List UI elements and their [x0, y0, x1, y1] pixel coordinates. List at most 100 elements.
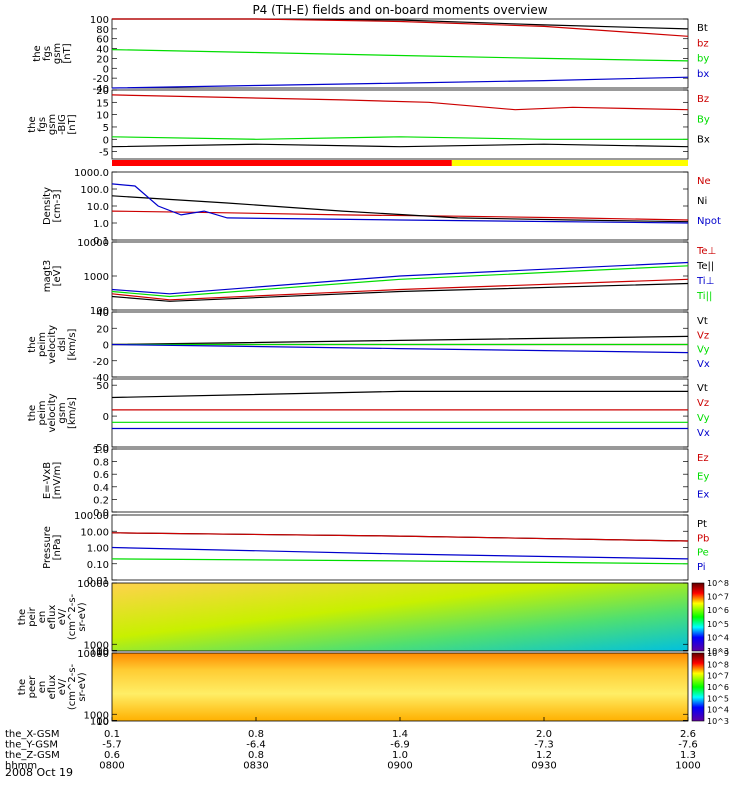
spectrogram-electron-spectrogram [112, 653, 688, 721]
colorbar-tick-label: 10^5 [707, 694, 729, 703]
y-tick-label: 1000 [84, 640, 109, 651]
legend-entry: by [697, 54, 709, 65]
x-tick-label: 1.4 [392, 729, 408, 740]
x-tick-label: 2.0 [536, 729, 552, 740]
colorbar-tick-label: 10^7 [707, 672, 729, 681]
y-tick-label: 1000 [84, 272, 109, 283]
y-axis-label: magt3[eV] [42, 260, 63, 293]
legend-entry: Ne [697, 176, 711, 187]
colorbar-tick-label: 10^4 [707, 706, 729, 715]
legend-entry: Vy [697, 413, 710, 424]
panel-efield: 0.0 0.20.4 0.60.8 1.0 E=-VxB[mV/m] Ez Ey Ex [42, 445, 709, 519]
legend-entry: Vz [697, 330, 709, 341]
y-tick-label: -20 [93, 357, 109, 368]
x-tick-label: 0800 [99, 761, 124, 772]
x-tick-label: 0830 [243, 761, 268, 772]
panel-velocity-gsm: -50 0 50 thepeimvelocitygsm[km/s] Vt Vz Vy Vx [27, 378, 710, 454]
legend-entry: Bt [697, 23, 708, 34]
y-tick-label: -40 [93, 84, 109, 95]
y-tick-label: 10 [96, 717, 109, 728]
panel-velocity-dsl: -40 -20 0 20 40 thepeimvelocitydsl[km/s] Vt Vz V… [27, 308, 710, 384]
x-tick-label: 0.1 [104, 729, 120, 740]
series-line-Ni [111, 195, 689, 223]
x-tick-label: 1.0 [392, 750, 408, 761]
y-tick-label: 0 [103, 341, 109, 352]
mode-bar-red [112, 160, 452, 166]
legend-entry: Ni [697, 196, 707, 207]
legend-entry: Ey [697, 471, 709, 482]
panel-density: 0.1 1.0 10.0 100.0 1000.0 Density[cm-3] Ne Ni Np… [42, 168, 721, 247]
x-axis-row-label: hhmm [5, 761, 37, 772]
legend-entry: Vt [697, 383, 708, 394]
legend-entry: Ti|| [696, 291, 712, 302]
legend-entry: Vz [697, 398, 709, 409]
y-tick-label: 100 [90, 15, 109, 26]
legend-entry: Npot [697, 216, 721, 227]
legend-entry: Pi [697, 562, 706, 573]
y-axis-label: Density[cm-3] [42, 187, 63, 225]
panel-pressure: 0.01 0.10 1.00 10.00 100.00 Pressure[nPa] Pt Pb… [42, 511, 709, 587]
plot-title: P4 (TH-E) fields and on-board moments ov… [252, 3, 547, 17]
series-line-Bz [111, 94, 689, 111]
mode-bar-yellow [451, 160, 688, 166]
y-axis-label: thefgsgsm[nT] [32, 43, 73, 64]
y-tick-label: 100 [90, 306, 109, 317]
y-tick-label: 100.0 [80, 185, 109, 196]
legend-entry: Bx [697, 135, 710, 146]
y-tick-label: -20 [93, 74, 109, 85]
panel-electron-spectrogram: 10^310^410^510^610^710^810^9101001000100… [17, 649, 729, 728]
x-tick-label: -7.6 [678, 740, 698, 751]
x-tick-label: 1.2 [536, 750, 552, 761]
panel-frame [111, 18, 689, 89]
y-tick-label: 5 [103, 123, 109, 134]
colorbar-electron-spectrogram [691, 652, 705, 722]
y-tick-label: 1.0 [93, 219, 109, 230]
y-tick-label: 10000 [77, 579, 109, 590]
x-axis-row-label: the_Y-GSM [5, 740, 58, 751]
colorbar-tick-label: 10^3 [707, 717, 729, 726]
x-tick-label: 1.3 [680, 750, 696, 761]
series-line-Ti|| [111, 265, 689, 298]
panel-frame [111, 89, 689, 160]
legend-entry: Te|| [696, 261, 714, 272]
y-tick-label: 10.0 [87, 202, 109, 213]
y-tick-label: 1000.0 [74, 168, 109, 179]
y-tick-label: 80 [96, 25, 109, 36]
panel-frame [111, 448, 689, 513]
colorbar-ion-spectrogram [691, 582, 705, 652]
y-tick-label: 50 [96, 381, 109, 392]
legend-entry: Te⊥ [696, 246, 716, 257]
series-line-By [111, 136, 688, 140]
y-tick-label: 100 [90, 646, 109, 657]
legend-entry: Pe [697, 548, 709, 559]
colorbar-tick-label: 10^8 [707, 660, 729, 669]
series-line-Pb [111, 532, 689, 542]
colorbar-tick-label: 10^4 [707, 633, 729, 642]
y-tick-label: 10000 [77, 649, 109, 660]
colorbar-tick-label: 10^6 [707, 683, 729, 692]
y-tick-label: 1000 [84, 710, 109, 721]
x-tick-label: 0.8 [248, 729, 264, 740]
y-axis-label: thepeimvelocitygsm[km/s] [27, 393, 78, 432]
series-line-by [111, 49, 689, 62]
series-line-Vx [111, 343, 689, 354]
y-axis-label: thepeimvelocitydsl[km/s] [27, 325, 78, 364]
y-axis-label: Pressure[nPa] [42, 526, 63, 569]
y-tick-label: -5 [99, 148, 109, 159]
panel-frame [111, 514, 689, 581]
y-tick-label: 10 [96, 111, 109, 122]
y-axis-label: thepeirenefluxeV/(cm^2-s-sr-eV) [17, 593, 88, 640]
y-axis-label: thepeerenefluxeV/(cm^2-s-sr-eV) [17, 663, 88, 710]
y-tick-label: 10000 [77, 238, 109, 249]
x-tick-label: 1000 [675, 761, 700, 772]
series-line-bz [112, 18, 689, 37]
y-tick-label: 0.6 [93, 470, 109, 481]
y-tick-label: 100.00 [74, 511, 109, 522]
legend-entry: Pb [697, 533, 709, 544]
panel-frame [111, 171, 689, 241]
y-tick-label: 10.00 [80, 527, 109, 538]
legend-entry: Vt [697, 316, 708, 327]
